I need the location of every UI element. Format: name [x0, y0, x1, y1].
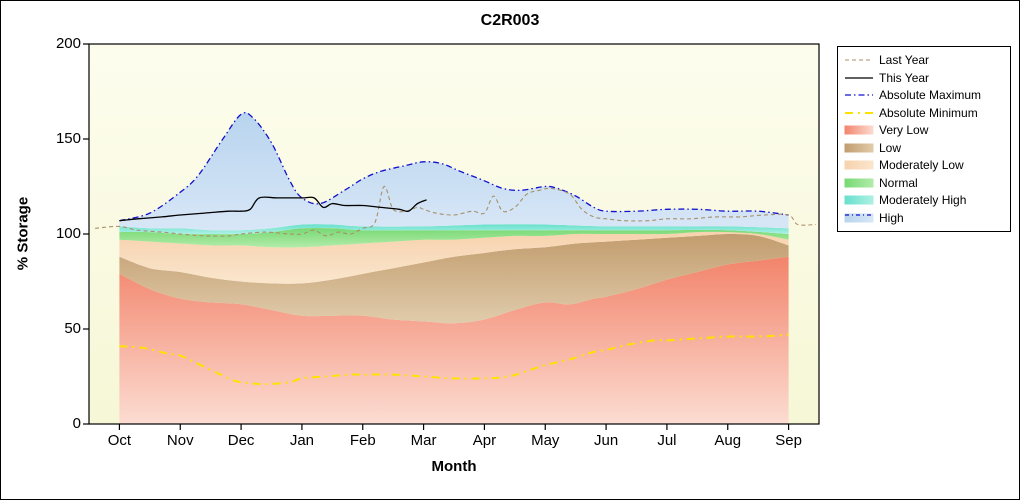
band-moderately-high: [119, 224, 789, 235]
line-this-year: [119, 196, 427, 222]
y-tick-label-0: 0: [72, 415, 81, 432]
legend-swatch-low: [844, 143, 874, 153]
band-low: [119, 234, 789, 324]
x-tick-label-jan: Jan: [289, 432, 314, 449]
legend-item-moderately-high: Moderately High: [844, 192, 1004, 209]
legend-label-moderately-high: Moderately High: [879, 193, 967, 208]
legend-item-this-year: This Year: [844, 70, 1004, 87]
x-tick-label-dec: Dec: [227, 432, 255, 449]
legend-item-low: Low: [844, 140, 1004, 157]
band-normal: [119, 227, 789, 248]
legend: Last Year This Year Absolute Maximum Absolu…: [837, 46, 1011, 232]
legend-swatch-moderately-high: [844, 195, 874, 205]
x-tick-label-jul: Jul: [657, 432, 677, 449]
legend-swatch-moderately-low: [844, 160, 874, 170]
legend-swatch-last-year: [845, 59, 873, 61]
legend-label-this-year: This Year: [879, 70, 930, 85]
legend-swatch-very-low: [844, 125, 874, 135]
y-tick-label-150: 150: [55, 130, 81, 147]
x-tick-label-jun: Jun: [593, 432, 619, 449]
band-high: [119, 112, 789, 231]
x-tick-label-nov: Nov: [166, 432, 194, 449]
legend-swatch-absolute-maximum: [845, 94, 873, 96]
legend-item-absolute-minimum: Absolute Minimum: [844, 105, 1004, 122]
legend-item-normal: Normal: [844, 175, 1004, 192]
legend-label-last-year: Last Year: [879, 53, 930, 68]
legend-item-last-year: Last Year: [844, 52, 1004, 69]
legend-item-very-low: Very Low: [844, 122, 1004, 139]
x-tick-label-aug: Aug: [714, 432, 742, 449]
legend-label-low: Low: [879, 140, 902, 155]
band-moderately-low: [119, 231, 789, 284]
x-axis-label: Month: [431, 458, 477, 475]
legend-swatch-this-year: [845, 77, 873, 79]
legend-item-absolute-maximum: Absolute Maximum: [844, 87, 1004, 104]
x-tick-label-may: May: [531, 432, 560, 449]
x-tick-label-apr: Apr: [472, 432, 497, 449]
y-tick-label-200: 200: [55, 35, 81, 52]
y-tick-label-50: 50: [64, 320, 81, 337]
legend-item-moderately-low: Moderately Low: [844, 157, 1004, 174]
chart-title: C2R003: [480, 12, 540, 29]
line-absolute-minimum: [119, 333, 789, 386]
legend-label-very-low: Very Low: [879, 123, 929, 138]
x-tick-label-sep: Sep: [775, 432, 802, 449]
legend-label-absolute-minimum: Absolute Minimum: [879, 105, 978, 120]
legend-label-normal: Normal: [879, 175, 918, 190]
legend-label-absolute-maximum: Absolute Maximum: [879, 88, 982, 103]
legend-label-moderately-low: Moderately Low: [879, 158, 964, 173]
x-tick-label-feb: Feb: [349, 432, 376, 449]
line-absolute-maximum: [119, 112, 789, 222]
legend-label-high: High: [879, 210, 904, 225]
y-axis-label: % Storage: [14, 196, 32, 271]
legend-swatch-absolute-minimum: [845, 111, 873, 114]
legend-swatch-high: [844, 213, 874, 223]
x-tick-label-mar: Mar: [410, 432, 437, 449]
y-tick-label-100: 100: [55, 225, 81, 242]
legend-swatch-normal: [844, 178, 874, 188]
legend-item-high: High: [844, 210, 1004, 227]
x-tick-label-oct: Oct: [107, 432, 132, 449]
